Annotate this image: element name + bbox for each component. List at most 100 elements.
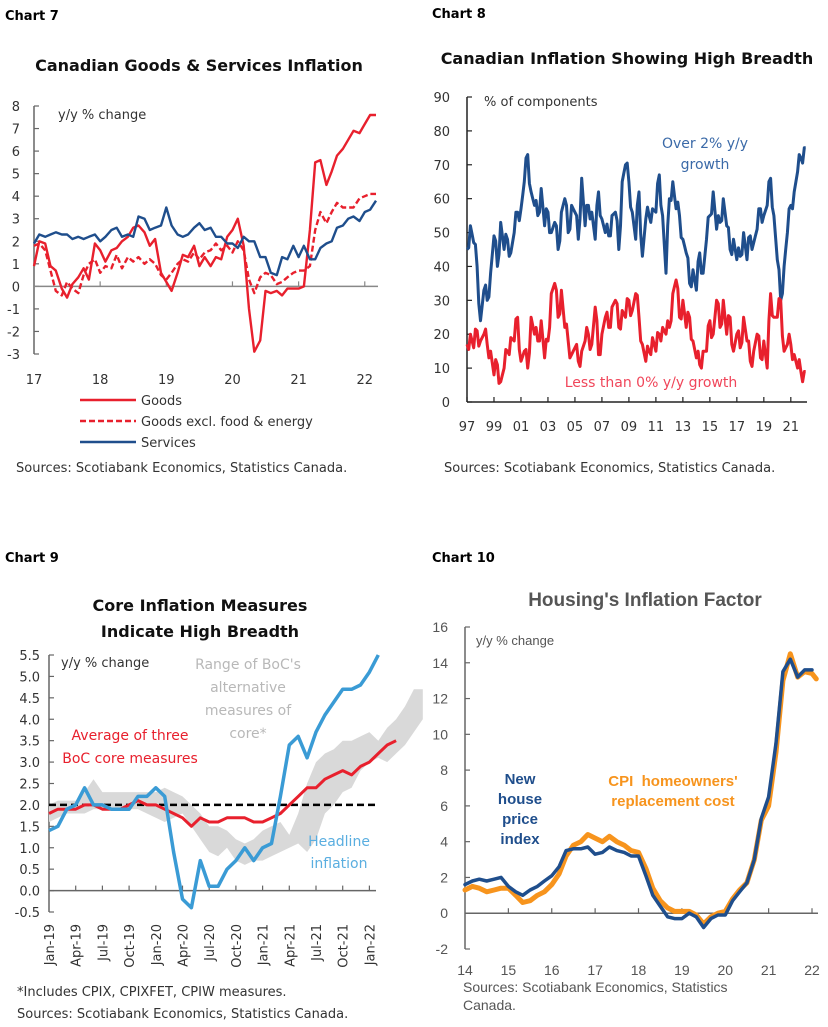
chart-7-source: Sources: Scotiabank Economics, Statistic… — [16, 461, 347, 476]
y-tick-label: 5.5 — [19, 649, 40, 664]
y-tick-label: 4 — [12, 190, 20, 205]
x-tick-label: 21 — [761, 962, 777, 978]
average-annotation-line: BoC core measures — [62, 751, 198, 767]
x-tick-label: 15 — [702, 420, 719, 435]
range-annotation-line: core* — [229, 726, 266, 742]
x-tick-label: Oct-19 — [123, 924, 138, 968]
chart-10-cpi-annotation: CPI homeowners' replacement cost — [608, 773, 737, 810]
y-tick-label: 0 — [12, 280, 20, 295]
new-house-annotation-line: index — [500, 831, 540, 848]
cpi-annotation-line: CPI homeowners' — [608, 773, 737, 790]
y-tick-label: 12 — [432, 691, 448, 707]
y-tick-label: 1.0 — [19, 842, 40, 857]
y-tick-label: 5 — [12, 168, 20, 183]
range-band — [49, 689, 423, 865]
y-tick-label: 6 — [440, 798, 448, 814]
chart-7-legend: Goods Goods excl. food & energy Services — [80, 394, 313, 451]
chart-9-ylabel: y/y % change — [61, 656, 149, 671]
series-line-headline — [48, 654, 380, 910]
x-tick-label: 17 — [26, 373, 43, 388]
chart-10-ylabel: y/y % change — [476, 633, 554, 648]
chart-7: Canadian Goods & Services Inflation y/y … — [7, 56, 378, 476]
y-tick-label: 6 — [12, 145, 20, 160]
average-annotation-line: Average of three — [72, 728, 189, 744]
series-line-over-2pct — [465, 146, 807, 323]
x-tick-label: 20 — [717, 962, 733, 978]
y-tick-label: 3.0 — [19, 756, 40, 771]
y-tick-label: 70 — [433, 159, 450, 174]
y-tick-label: -2 — [7, 325, 20, 340]
chart-9-title-line1: Core Inflation Measures — [93, 596, 308, 615]
headline-annotation-line: inflation — [311, 856, 368, 872]
y-tick-label: 3.5 — [19, 735, 40, 750]
x-tick-label: Oct-20 — [230, 924, 245, 968]
y-tick-label: 0 — [440, 905, 448, 921]
y-tick-label: 30 — [433, 294, 450, 309]
x-tick-label: 18 — [631, 962, 647, 978]
x-tick-label: 97 — [459, 420, 476, 435]
y-tick-label: 1 — [12, 258, 20, 273]
chart-10-source-line2: Canada. — [463, 997, 516, 1013]
x-tick-label: 01 — [513, 420, 530, 435]
chart-8-annotation-over-2: growth — [681, 157, 730, 173]
x-tick-label: Jan-22 — [363, 924, 378, 966]
y-tick-label: 5.0 — [19, 670, 40, 685]
y-tick-label: 7 — [12, 123, 20, 138]
y-tick-label: 16 — [432, 619, 448, 635]
chart-9: Core Inflation Measures Indicate High Br… — [15, 596, 423, 1022]
y-tick-label: 20 — [433, 328, 450, 343]
x-tick-label: 19 — [674, 962, 690, 978]
series-line-core-average — [48, 739, 397, 828]
x-tick-label: 17 — [729, 420, 746, 435]
x-tick-label: 17 — [587, 962, 603, 978]
x-tick-label: 22 — [356, 373, 373, 388]
chart-7-title: Canadian Goods & Services Inflation — [35, 56, 363, 75]
legend-goods-excl-label: Goods excl. food & energy — [141, 415, 313, 430]
range-annotation-line: Range of BoC's — [195, 657, 301, 673]
x-tick-label: Apr-21 — [283, 924, 298, 967]
chart-9-range-annotation: Range of BoC's alternative measures of c… — [195, 657, 301, 742]
y-tick-label: 8 — [440, 762, 448, 778]
chart-9-footnote: *Includes CPIX, CPIXFET, CPIW measures. — [17, 985, 287, 1000]
y-tick-label: -1 — [7, 303, 20, 318]
x-tick-label: 21 — [783, 420, 800, 435]
y-tick-label: 0.5 — [19, 863, 40, 878]
x-tick-label: Apr-19 — [70, 924, 85, 967]
x-tick-label: 19 — [158, 373, 175, 388]
y-tick-label: 2.0 — [19, 799, 40, 814]
x-tick-label: Jan-19 — [43, 924, 58, 966]
cpi-annotation-line: replacement cost — [611, 793, 734, 810]
x-tick-label: 99 — [486, 420, 503, 435]
y-tick-label: 8 — [12, 100, 20, 115]
x-tick-label: Jan-21 — [257, 924, 272, 966]
y-tick-label: 80 — [433, 125, 450, 140]
chart-9-label: Chart 9 — [5, 551, 59, 566]
x-tick-label: Jul-21 — [310, 924, 325, 962]
new-house-annotation-line: price — [502, 811, 538, 828]
headline-annotation-line: Headline — [308, 834, 370, 850]
x-tick-label: 03 — [540, 420, 557, 435]
x-tick-label: 05 — [567, 420, 584, 435]
chart-8-source: Sources: Scotiabank Economics, Statistic… — [444, 461, 775, 476]
y-tick-label: 14 — [432, 655, 448, 671]
x-tick-label: 19 — [756, 420, 773, 435]
y-tick-label: 4 — [440, 834, 448, 850]
x-tick-label: 07 — [594, 420, 611, 435]
chart-10-source-line1: Sources: Scotiabank Economics, Statistic… — [463, 979, 728, 995]
new-house-annotation-line: New — [505, 771, 536, 788]
range-annotation-line: measures of — [205, 703, 292, 719]
new-house-annotation-line: house — [498, 791, 542, 808]
x-tick-label: Jan-20 — [150, 924, 165, 966]
x-tick-label: 16 — [544, 962, 560, 978]
x-tick-label: Apr-20 — [177, 924, 192, 967]
chart-8-label: Chart 8 — [432, 7, 486, 22]
chart-10-label: Chart 10 — [432, 551, 495, 566]
chart-9-average-annotation: Average of three BoC core measures — [62, 728, 198, 767]
chart-10-title: Housing's Inflation Factor — [528, 590, 762, 611]
chart-10-new-house-annotation: New house price index — [498, 771, 542, 848]
x-tick-label: Jul-20 — [203, 924, 218, 962]
series-line-services — [32, 200, 378, 277]
chart-8: Canadian Inflation Showing High Breadth … — [433, 49, 813, 476]
range-annotation-line: alternative — [210, 680, 286, 696]
